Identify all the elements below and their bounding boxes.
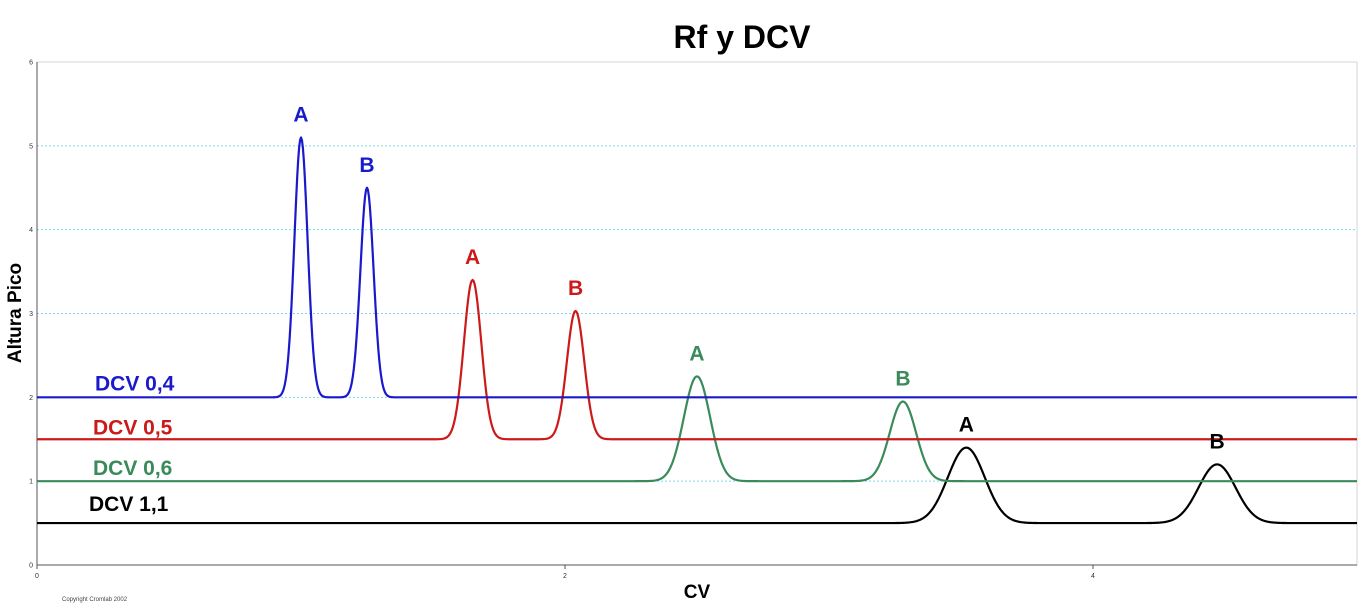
peak-label-3-0: A [959,414,974,437]
y-tick-label: 6 [29,60,33,67]
series-label-3: DCV 1,1 [89,493,169,516]
y-tick-label: 3 [29,311,33,318]
series-line-1 [36,278,1358,441]
series-line-3 [36,446,1358,525]
grid-lines [37,145,1357,482]
y-tick-label: 0 [29,563,33,570]
y-tick-label: 5 [29,143,33,150]
y-tick-label: 1 [29,479,33,486]
x-tick-label: 0 [35,573,39,580]
axes [36,61,1358,566]
x-tick-label: 4 [1091,573,1095,580]
peak-label-2-1: B [895,368,910,391]
series-line-0 [36,136,1358,399]
series-line-2 [36,375,1358,483]
series-label-0: DCV 0,4 [95,372,175,395]
peak-label-2-0: A [689,342,704,365]
peak-label-0-0: A [293,103,308,126]
peak-label-0-1: B [359,154,374,177]
series-label-2: DCV 0,6 [93,457,172,480]
chart-title: Rf y DCV [674,19,812,55]
peak-label-1-0: A [465,246,480,269]
y-axis-label: Altura Pico [5,263,26,363]
peak-label-3-1: B [1209,430,1224,453]
copyright-text: Copyright Cromlab 2002 [62,597,128,603]
peak-label-1-1: B [568,277,583,300]
tick-labels: 0 1 2 3 4 5 6 0 2 4 [29,60,1095,581]
series-and-peak-labels: DCV 1,1 A B DCV 0,6 A B DCV 0,5 A B DCV 0,4 A B [89,103,1225,516]
series-label-1: DCV 0,5 [93,416,173,439]
x-axis-label: CV [684,582,711,603]
y-tick-label: 2 [29,395,33,402]
y-tick-label: 4 [29,227,33,234]
x-tick-label: 2 [563,573,567,580]
series-lines [36,136,1358,525]
